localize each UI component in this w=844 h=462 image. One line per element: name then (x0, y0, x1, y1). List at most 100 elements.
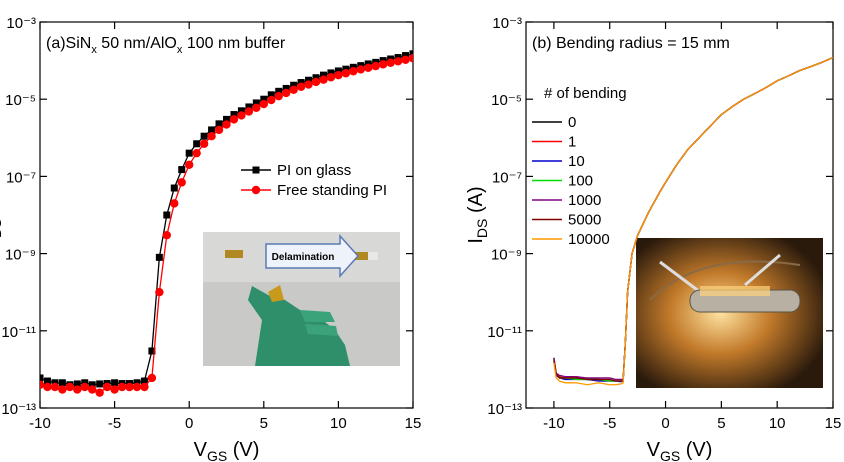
marker (200, 140, 208, 148)
marker (215, 126, 223, 134)
marker (386, 59, 394, 67)
y-tick-label: 10⁻⁷ (6, 169, 36, 186)
marker (133, 383, 141, 391)
legend-label: 0 (568, 114, 576, 131)
marker (297, 83, 305, 91)
legend-label: 5000 (568, 212, 601, 229)
marker (252, 104, 260, 112)
legend-label: 1000 (568, 192, 601, 209)
legend-title: # of bending (544, 85, 627, 102)
legend-key (253, 167, 260, 174)
y-tick-label: 10⁻³ (492, 15, 522, 32)
marker (170, 199, 178, 207)
marker (401, 56, 409, 64)
marker (118, 383, 126, 391)
legend-label: Free standing PI (277, 182, 387, 199)
marker (81, 383, 89, 391)
inset-label: Delamination (272, 252, 335, 263)
marker (178, 166, 185, 173)
legend-label: 10000 (568, 231, 610, 248)
subscript: DS (0, 219, 4, 238)
marker (312, 78, 320, 86)
marker (230, 115, 238, 123)
x-axis-label: VGS (V) (194, 439, 260, 462)
y-tick-label: 10⁻³ (6, 15, 36, 32)
marker (282, 89, 290, 97)
y-tick-label: 10⁻¹³ (487, 401, 522, 418)
marker (267, 96, 275, 104)
y-axis-label: IDS (A) (0, 186, 4, 243)
legend-label: PI on glass (277, 162, 351, 179)
y-tick-label: 10⁻¹¹ (487, 324, 522, 341)
marker (155, 288, 163, 296)
marker (125, 383, 133, 391)
y-tick-label: 10⁻⁷ (492, 169, 522, 186)
x-tick-label: 15 (825, 415, 842, 432)
text-part: (V) (680, 439, 712, 461)
marker (394, 57, 402, 65)
marker (372, 62, 380, 70)
marker (66, 383, 74, 391)
marker (163, 231, 171, 239)
legend-label: 10 (568, 153, 585, 170)
text-part: 100 nm buffer (182, 35, 286, 52)
marker (163, 212, 170, 219)
marker (148, 374, 156, 382)
text-part: V (194, 439, 208, 461)
subscript: GS (660, 448, 680, 462)
y-tick-label: 10⁻¹³ (1, 401, 36, 418)
y-tick-label: 10⁻⁹ (5, 247, 36, 264)
marker (327, 73, 335, 81)
marker (275, 92, 283, 100)
x-tick-label: 0 (661, 415, 669, 432)
marker (342, 69, 350, 77)
marker (260, 100, 268, 108)
y-axis-label: IDS (A) (465, 186, 490, 243)
marker (111, 379, 118, 386)
marker (51, 383, 59, 391)
x-tick-label: 5 (717, 415, 725, 432)
marker (88, 385, 96, 393)
marker (178, 178, 186, 186)
marker (37, 374, 44, 381)
marker (245, 107, 253, 115)
marker (289, 86, 297, 94)
marker (334, 71, 342, 79)
y-tick-label: 10⁻⁹ (491, 247, 522, 264)
text-part: (b) Bending radius = 15 mm (532, 35, 730, 52)
marker (96, 380, 103, 387)
marker (58, 385, 66, 393)
subscript: DS (474, 219, 490, 238)
x-tick-label: 10 (769, 415, 786, 432)
text-part: (V) (227, 439, 259, 461)
annotation: (a)SiNx 50 nm/AlOx 100 nm buffer (46, 35, 286, 56)
marker (140, 383, 148, 391)
text-part: (A) (465, 186, 487, 218)
figure: Delamination -10-505101510⁻¹³10⁻¹¹10⁻⁹10… (0, 0, 844, 462)
marker (193, 140, 200, 147)
marker (95, 388, 103, 396)
inset-photo: Delamination (203, 232, 400, 366)
marker (379, 60, 387, 68)
marker (192, 149, 200, 157)
marker (357, 65, 365, 73)
y-tick-label: 10⁻⁵ (491, 92, 522, 109)
x-tick-label: 15 (405, 415, 422, 432)
legend-label: 100 (568, 173, 593, 190)
marker (186, 150, 193, 157)
marker (110, 385, 118, 393)
x-tick-label: -5 (108, 415, 121, 432)
marker (207, 132, 215, 140)
subscript: GS (207, 448, 227, 462)
marker (349, 67, 357, 75)
text-part: 50 nm/AlO (97, 35, 177, 52)
marker (185, 161, 193, 169)
marker (222, 120, 230, 128)
marker (304, 80, 312, 88)
marker (36, 381, 44, 389)
marker (59, 379, 66, 386)
text-part: (A) (0, 186, 1, 218)
marker (237, 111, 245, 119)
text-part: V (647, 439, 661, 461)
marker (103, 383, 111, 391)
